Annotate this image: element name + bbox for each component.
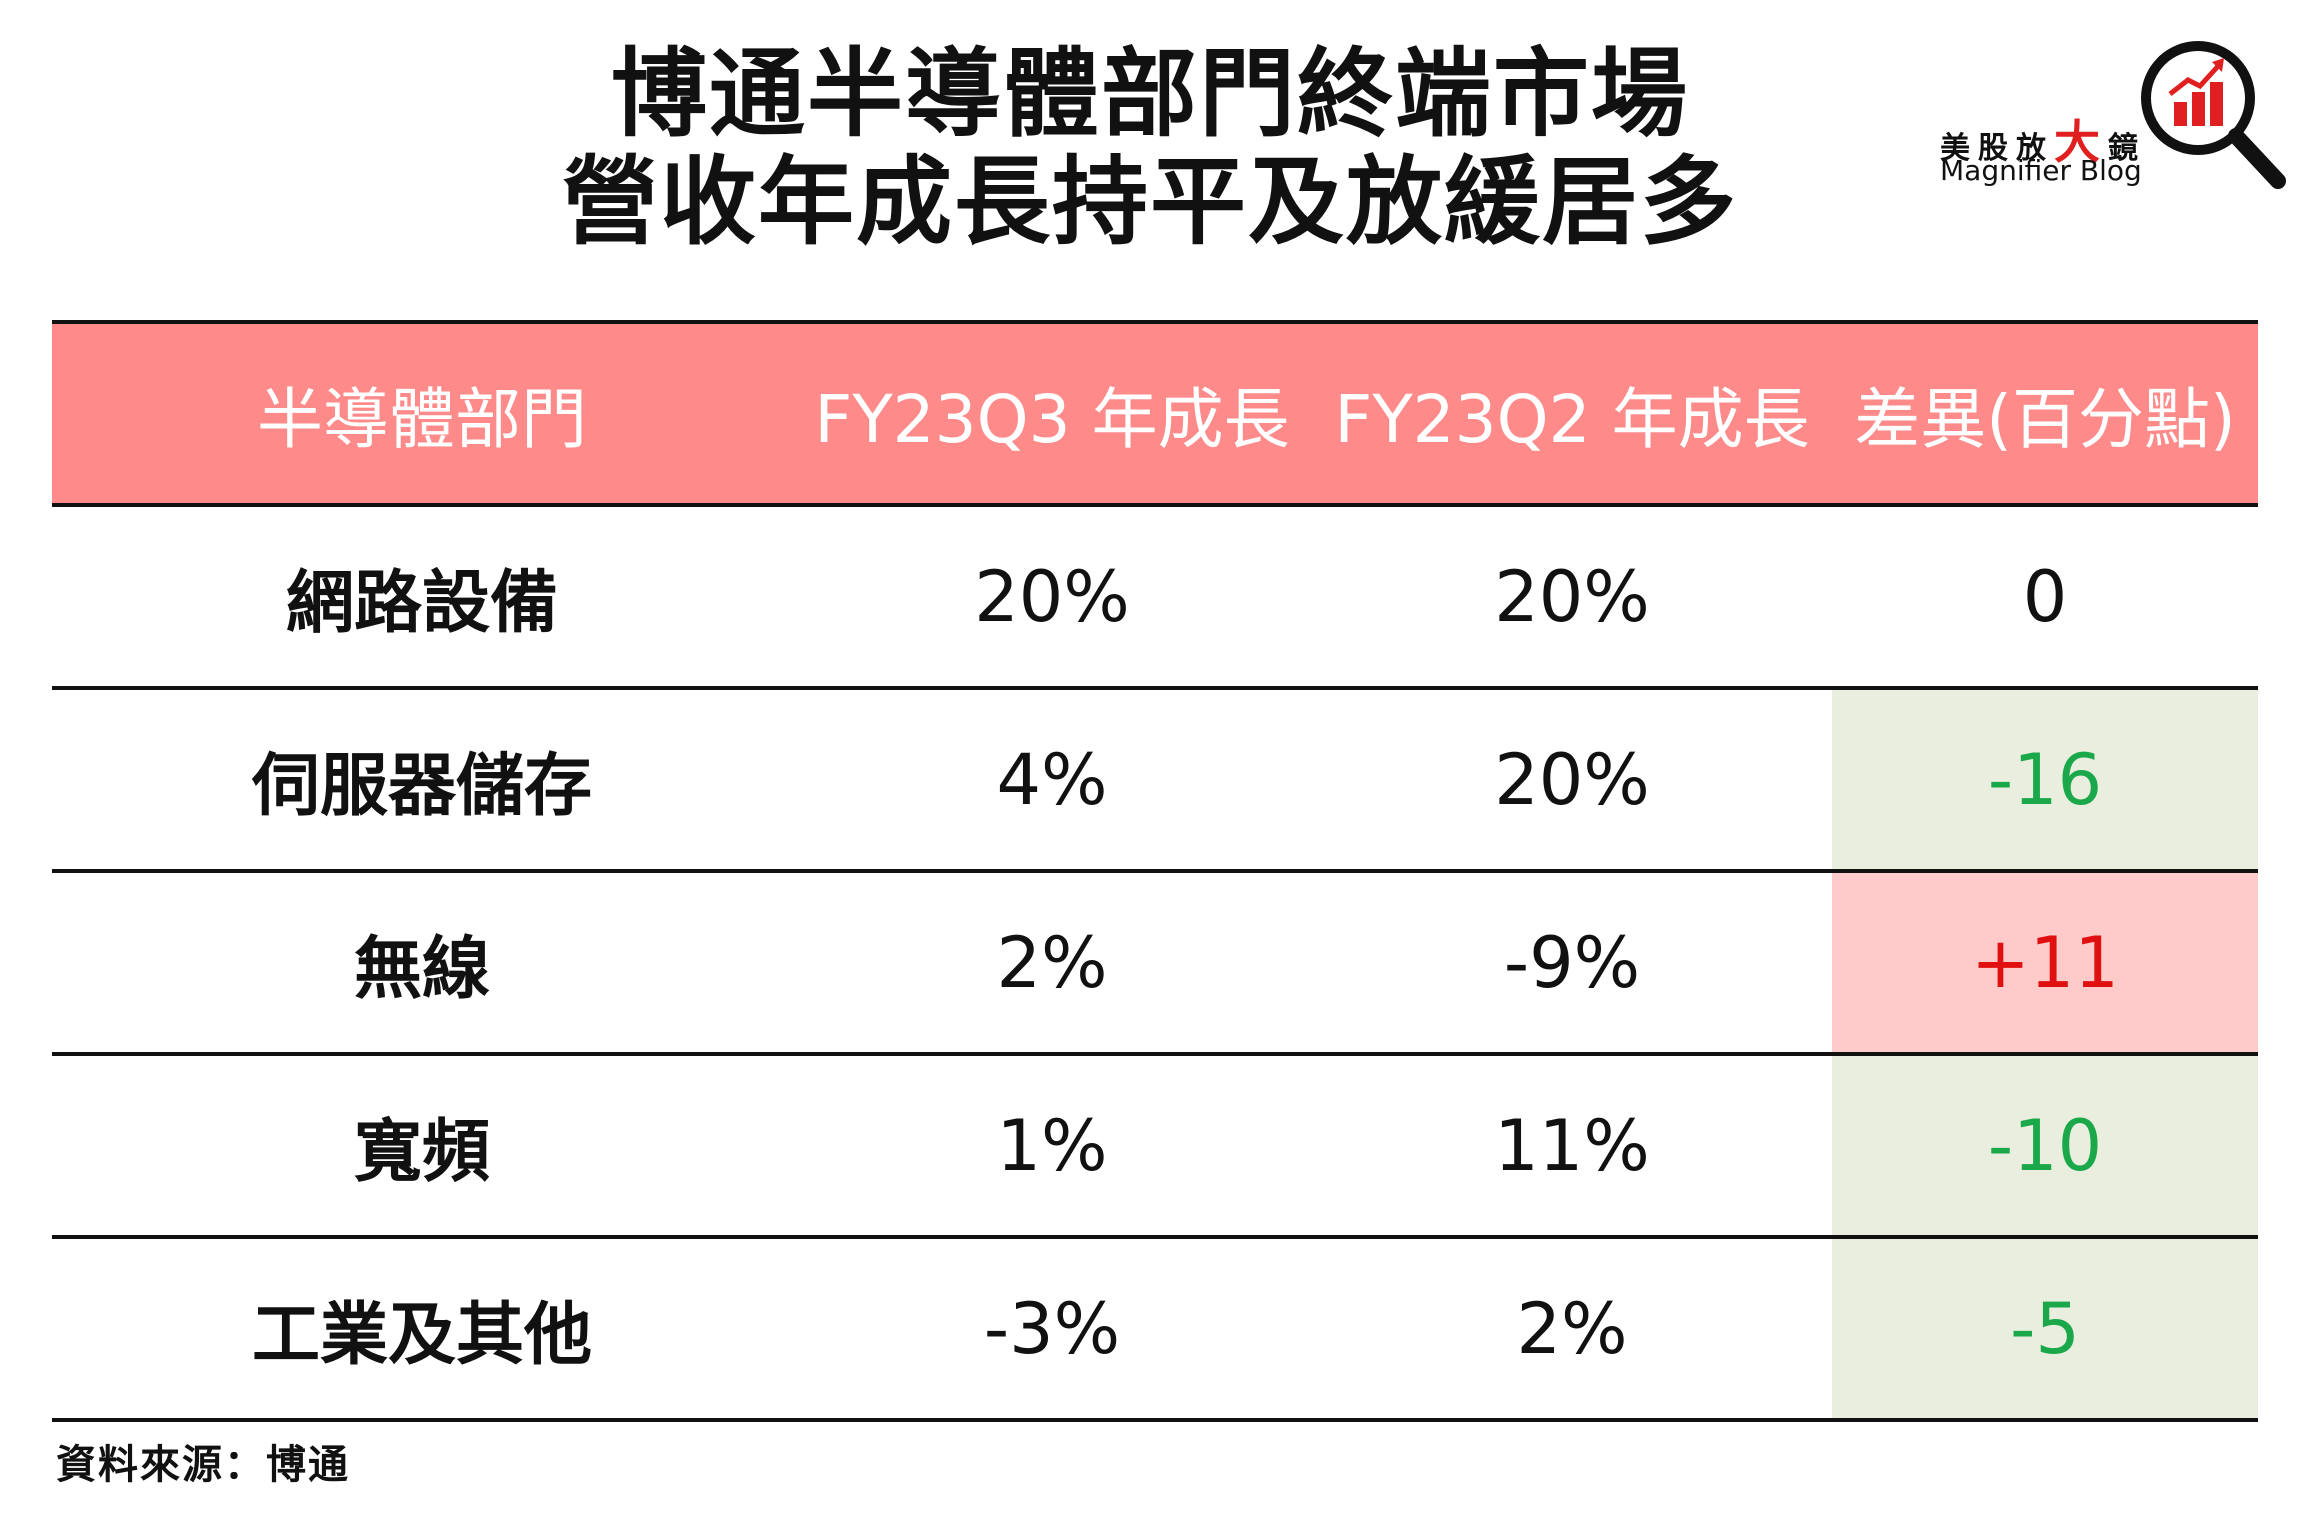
fy23q3-value: 20% — [974, 555, 1130, 638]
segment-label: 網路設備 — [285, 564, 558, 643]
fy23q2-value: 20% — [1494, 555, 1650, 638]
source-note: 資料來源：博通 — [56, 1442, 350, 1488]
table-header-row: 半導體部門 FY23Q3 年成長 FY23Q2 年成長 差異(百分點) — [52, 320, 2258, 503]
table-row: 工業及其他 -3% 2% -5 — [52, 1235, 2258, 1422]
logo-english-text: Magnifier Blog — [1940, 154, 2142, 187]
table-row: 伺服器儲存 4% 20% -16 — [52, 686, 2258, 869]
magnifier-bar-chart-icon — [2141, 41, 2286, 189]
segment-label: 工業及其他 — [251, 1296, 592, 1375]
fy23q2-value: 11% — [1494, 1104, 1650, 1187]
title-line-2: 營收年成長持平及放緩居多 — [562, 146, 1738, 258]
segment-label: 伺服器儲存 — [251, 747, 592, 826]
table-row: 寬頻 1% 11% -10 — [52, 1052, 2258, 1235]
diff-value: -16 — [1832, 690, 2258, 869]
logo-cn-part1: 美股放 — [1940, 131, 2054, 166]
header-fy23q3: FY23Q3 年成長 — [814, 380, 1290, 458]
logo-cn-big: 大 — [2054, 115, 2108, 169]
segment-label: 無線 — [353, 930, 490, 1009]
fy23q3-value: 1% — [996, 1104, 1108, 1187]
fy23q2-value: 2% — [1516, 1287, 1628, 1370]
fy23q3-value: 2% — [996, 921, 1108, 1004]
diff-value: +11 — [1832, 873, 2258, 1052]
header-diff: 差異(百分點) — [1854, 380, 2236, 458]
logo-chinese-text: 美股放大鏡 — [1940, 106, 2146, 172]
title-line-1: 博通半導體部門終端市場 — [611, 38, 1689, 150]
fy23q3-value: -3% — [983, 1287, 1121, 1370]
diff-value: -5 — [1832, 1239, 2258, 1418]
segment-label: 寬頻 — [353, 1113, 490, 1192]
chart-title: 博通半導體部門終端市場 營收年成長持平及放緩居多 — [400, 40, 1900, 256]
magnifier-blog-logo: 美股放大鏡 Magnifier Blog — [1940, 36, 2290, 216]
diff-value: 0 — [2022, 555, 2068, 638]
table-row: 網路設備 20% 20% 0 — [52, 503, 2258, 686]
fy23q2-value: -9% — [1503, 921, 1641, 1004]
table-row: 無線 2% -9% +11 — [52, 869, 2258, 1052]
header-segment: 半導體部門 — [257, 380, 587, 458]
logo-cn-part2: 鏡 — [2108, 131, 2146, 166]
header-fy23q2: FY23Q2 年成長 — [1334, 380, 1810, 458]
growth-table: 半導體部門 FY23Q3 年成長 FY23Q2 年成長 差異(百分點) 網路設備… — [52, 320, 2258, 1422]
fy23q2-value: 20% — [1494, 738, 1650, 821]
fy23q3-value: 4% — [996, 738, 1108, 821]
diff-value: -10 — [1832, 1056, 2258, 1235]
